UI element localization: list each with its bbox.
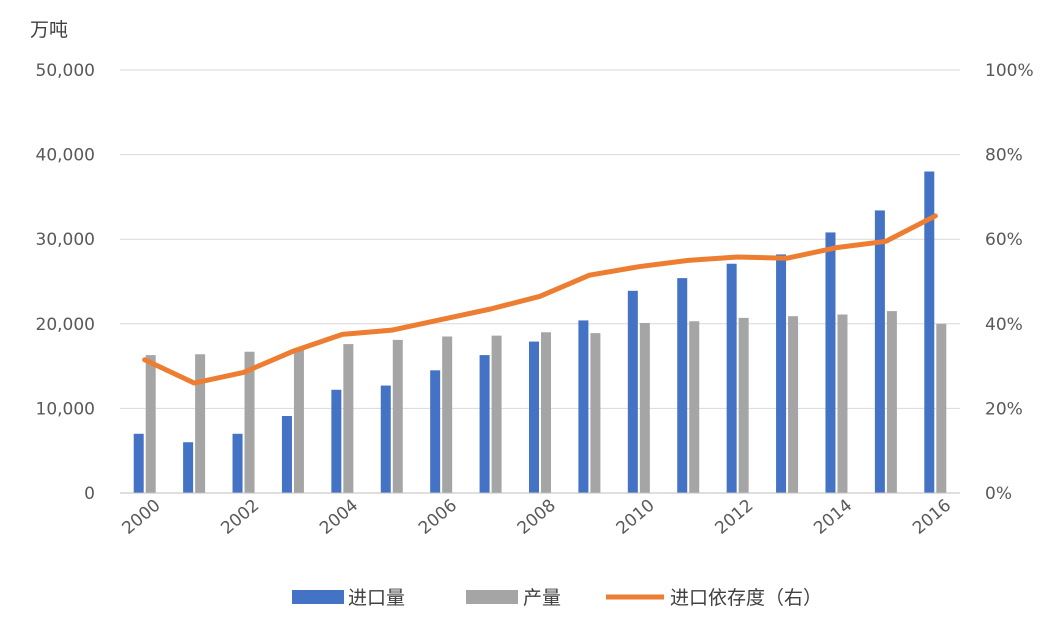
legend-swatch [292, 590, 344, 604]
x-tick-label: 2006 [415, 496, 461, 539]
bar-import [430, 370, 441, 493]
bar-production [343, 344, 354, 493]
bar-import [924, 171, 935, 493]
bar-import [133, 433, 144, 493]
y-right-tick-label: 60% [985, 230, 1023, 250]
bar-production [491, 335, 502, 493]
line-series [142, 213, 938, 386]
bar-production [541, 332, 551, 493]
bar-production [195, 354, 206, 493]
bar-production [145, 355, 156, 493]
bar-production [886, 311, 897, 493]
bar-import [776, 254, 787, 493]
y-right-tick-label: 0% [985, 484, 1012, 504]
bar-production [936, 323, 947, 493]
bar-import [331, 389, 342, 493]
x-tick-label: 2000 [118, 496, 164, 539]
bar-production [738, 317, 749, 493]
legend-label: 进口依存度（右） [670, 587, 822, 609]
y-left-tick-label: 40,000 [36, 146, 95, 166]
x-tick-label: 2002 [217, 496, 263, 539]
bar-production [590, 333, 601, 493]
legend-label: 进口量 [348, 587, 405, 609]
gridlines [120, 69, 960, 409]
legend: 进口量 产量 进口依存度（右） [292, 587, 822, 609]
y-left-tick-label: 0 [84, 484, 95, 504]
bar-import [281, 416, 292, 493]
bar-import [874, 210, 885, 493]
bar-import [479, 355, 490, 493]
bar-import [677, 278, 688, 493]
x-tick-label: 2016 [909, 496, 955, 539]
bar-import [380, 385, 391, 493]
bar-import [232, 433, 243, 493]
bar-production [639, 322, 650, 493]
x-tick-label: 2004 [316, 496, 362, 539]
bar-import [183, 442, 194, 493]
dependency-line [142, 213, 938, 386]
bar-production [837, 314, 848, 493]
y-left-tick-label: 30,000 [36, 230, 95, 250]
legend-label: 产量 [523, 587, 561, 609]
bar-import [578, 320, 589, 493]
x-tick-label: 2010 [613, 496, 659, 539]
bar-import [627, 290, 638, 493]
left-axis-unit-label: 万吨 [30, 19, 68, 41]
y-right-tick-label: 20% [985, 399, 1023, 419]
y-left-tick-label: 50,000 [36, 61, 95, 81]
x-tick-label: 2012 [711, 496, 757, 539]
bar-import [529, 341, 539, 493]
y-right-tick-label: 40% [985, 315, 1023, 335]
y-left-tick-label: 20,000 [36, 315, 95, 335]
bar-import [825, 232, 836, 493]
bar-production [293, 350, 304, 493]
x-tick-label: 2008 [514, 496, 560, 539]
bars [133, 171, 947, 493]
y-left-tick-label: 10,000 [36, 399, 95, 419]
y-right-tick-label: 100% [985, 61, 1034, 81]
bar-production [442, 336, 453, 493]
bar-production [788, 316, 799, 493]
bar-production [689, 321, 700, 493]
bar-production [244, 351, 255, 493]
bar-production [392, 339, 403, 493]
y-right-tick-label: 80% [985, 146, 1023, 166]
legend-swatch [466, 590, 518, 604]
x-tick-label: 2014 [810, 496, 856, 539]
bar-import [726, 263, 737, 493]
